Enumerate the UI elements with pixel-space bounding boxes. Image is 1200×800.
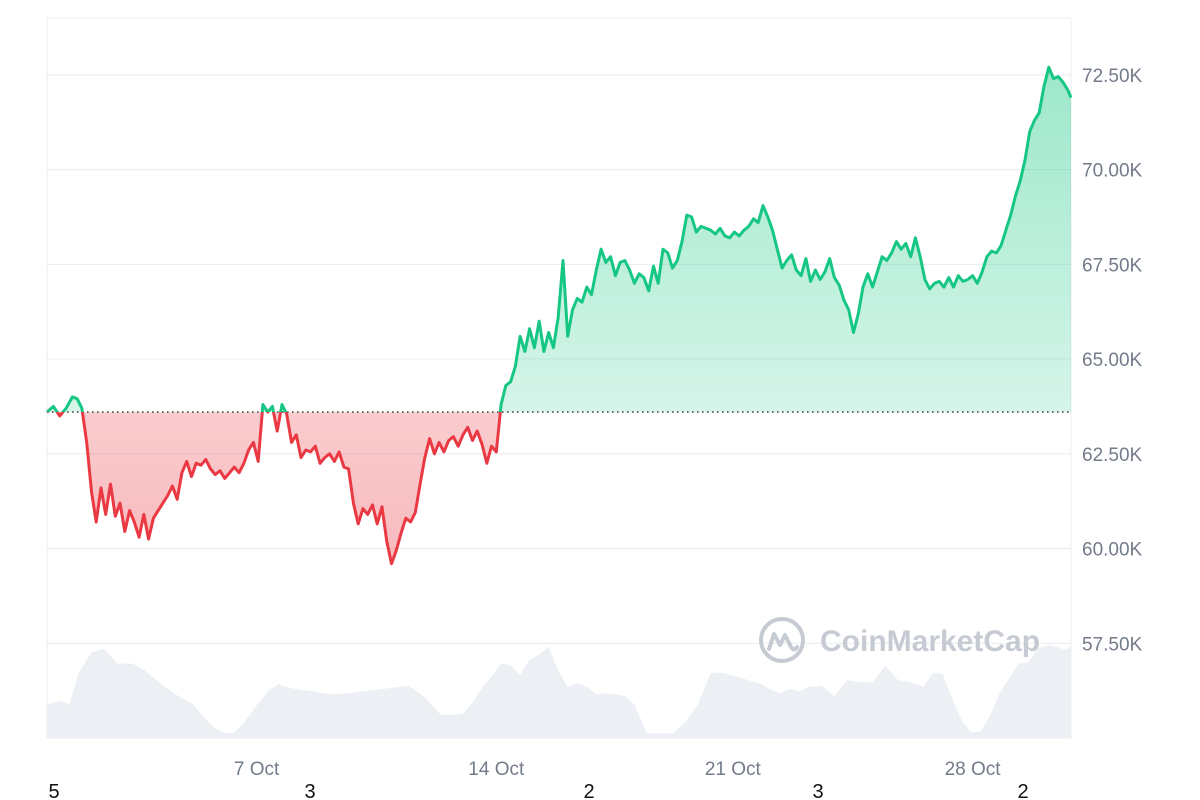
- bottom-label: 2: [1017, 781, 1028, 800]
- y-tick-label: 60.00K: [1082, 540, 1143, 561]
- bottom-label: 2: [583, 781, 594, 800]
- y-tick-label: 65.00K: [1082, 350, 1143, 371]
- x-tick-label: 21 Oct: [705, 759, 762, 780]
- y-tick-label: 67.50K: [1082, 255, 1143, 276]
- price-line-down: [47, 412, 502, 566]
- bottom-labels: 5 3 2 3 2: [48, 781, 1028, 800]
- y-tick-label: 70.00K: [1082, 161, 1143, 182]
- y-tick-label: 72.50K: [1082, 66, 1143, 87]
- bottom-label: 3: [812, 781, 823, 800]
- price-line-up: [46, 65, 1073, 413]
- x-axis-ticks: 7 Oct 14 Oct 21 Oct 28 Oct: [234, 759, 1001, 780]
- bottom-label: 5: [48, 781, 59, 800]
- coinmarketcap-logo-icon: [759, 617, 805, 663]
- y-tick-label: 62.50K: [1082, 445, 1143, 466]
- volume-area: [47, 645, 1071, 738]
- price-area-down: [57, 412, 501, 564]
- bottom-label: 3: [304, 781, 315, 800]
- coinmarketcap-watermark: CoinMarketCap: [759, 617, 1040, 663]
- x-tick-label: 28 Oct: [945, 759, 1002, 780]
- x-tick-label: 7 Oct: [234, 759, 280, 780]
- x-tick-label: 14 Oct: [468, 759, 525, 780]
- y-tick-label: 57.50K: [1082, 634, 1143, 655]
- price-area-up: [47, 67, 1071, 413]
- y-axis-ticks: 57.50K 60.00K 62.50K 65.00K 67.50K 70.00K 72.5…: [1082, 66, 1143, 655]
- watermark-text: CoinMarketCap: [820, 625, 1040, 658]
